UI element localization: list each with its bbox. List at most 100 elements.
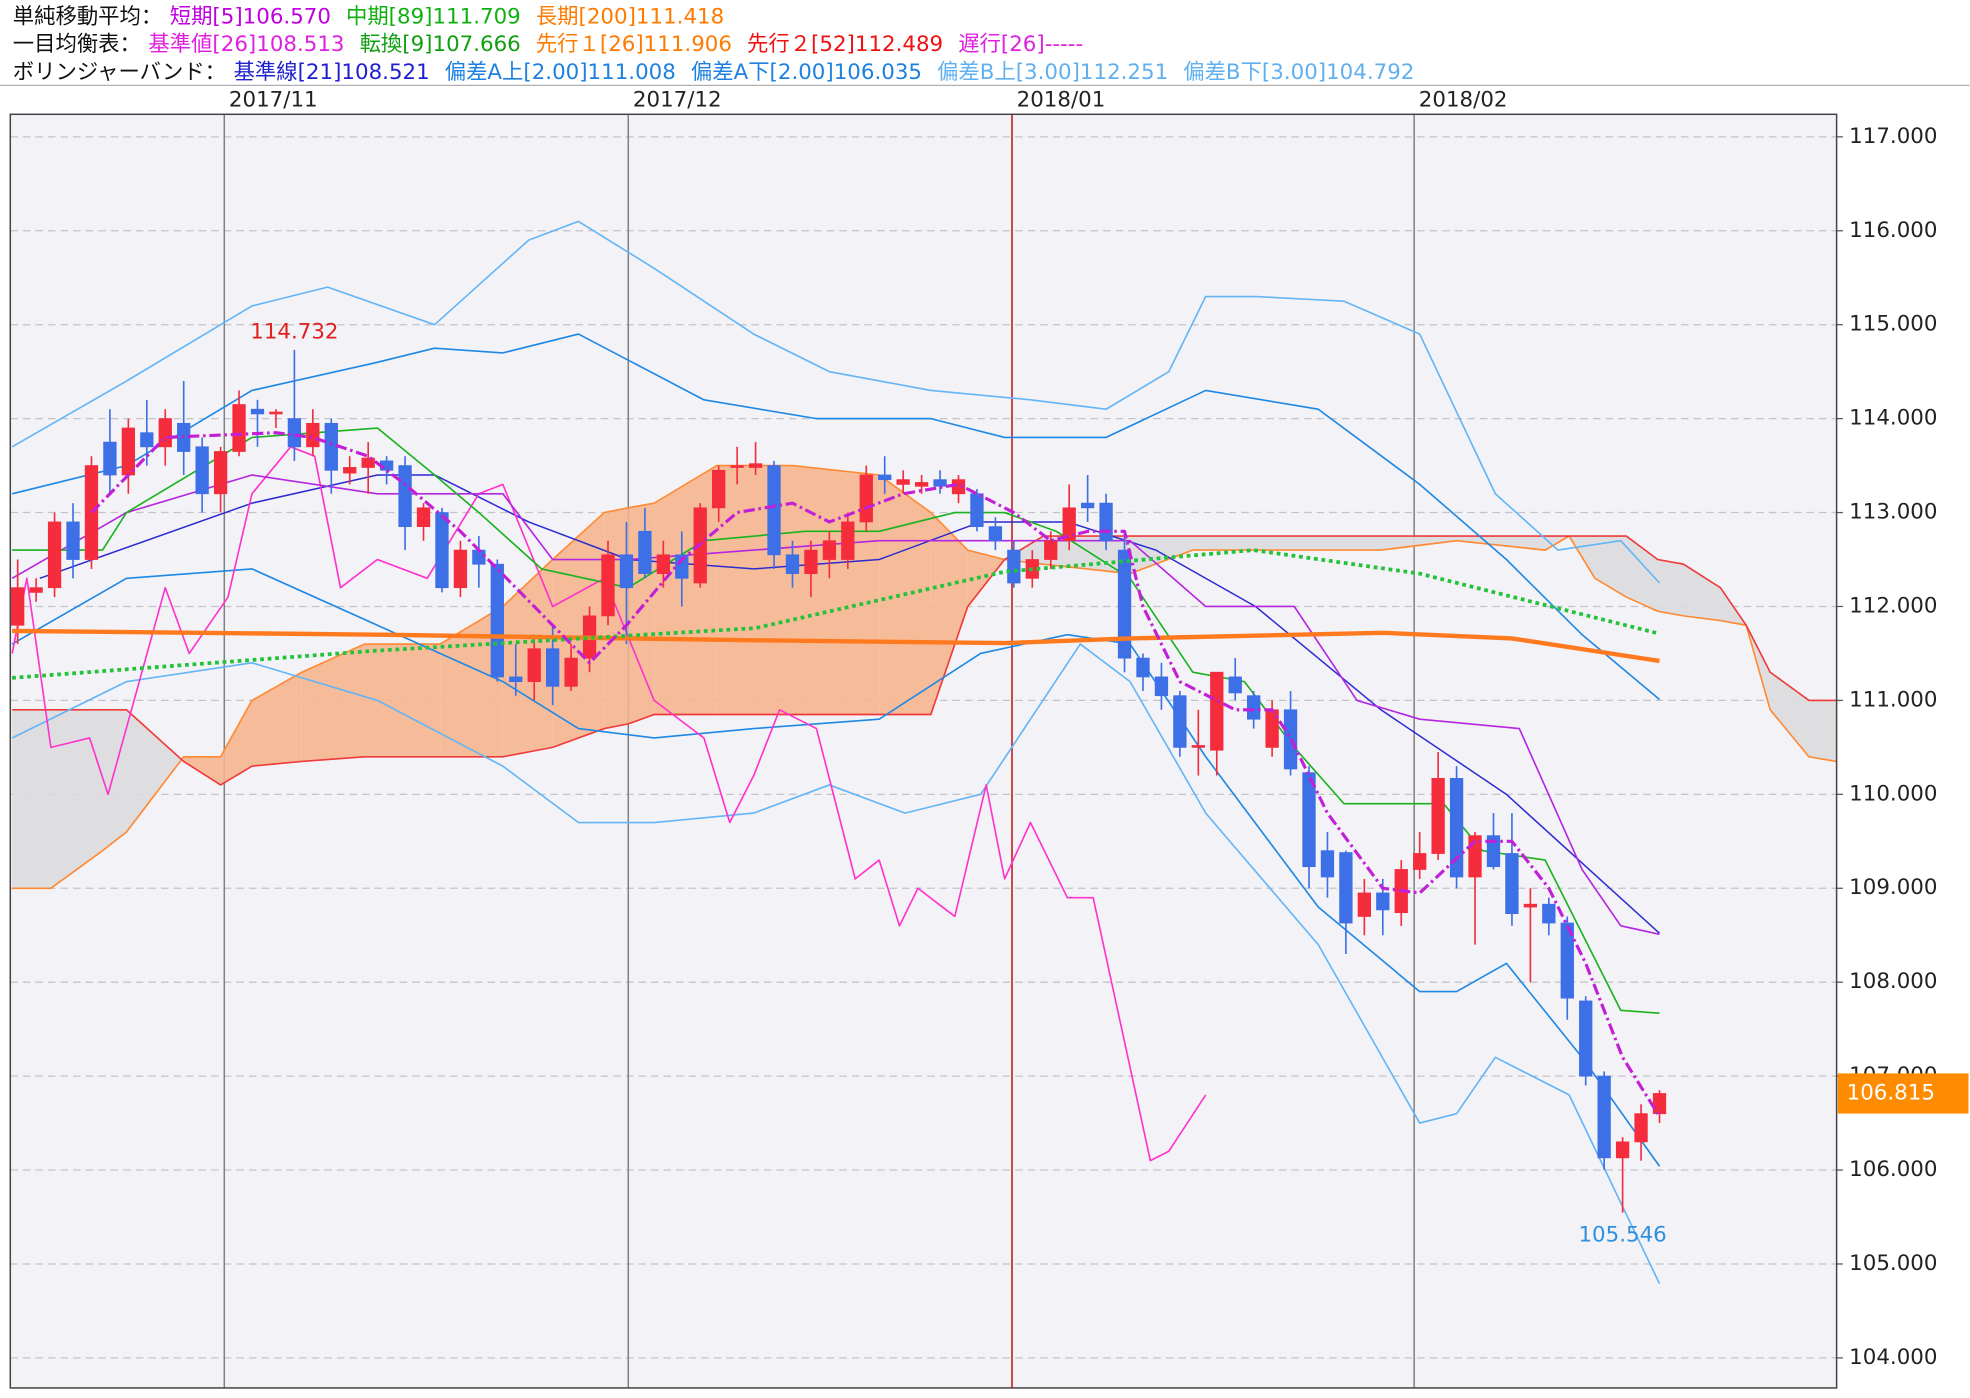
candle-body (1357, 892, 1372, 917)
candle-body (1099, 502, 1113, 542)
candle-body (343, 467, 357, 474)
cloud-fill (552, 512, 605, 748)
legend-item: 偏差B下[3.00]104.792 (1183, 60, 1414, 85)
cloud-fill (1683, 564, 1721, 621)
y-tick-label: 114.000 (1849, 406, 1937, 431)
cloud-fill (102, 709, 127, 851)
candle-body (1652, 1093, 1667, 1115)
indicator-line (90, 431, 1661, 1118)
candle-body (1044, 540, 1058, 560)
candle-body (1413, 853, 1427, 870)
candle-body (103, 441, 117, 476)
candle-body (675, 554, 689, 579)
candle-body (970, 493, 984, 528)
cloud-fill (50, 709, 103, 889)
y-tick-label: 116.000 (1849, 218, 1937, 243)
candle-body (933, 479, 947, 487)
candle-body (29, 587, 43, 593)
candle-body (1597, 1075, 1611, 1159)
cloud-fill (12, 709, 51, 889)
candle-body (767, 465, 781, 556)
candle-body (712, 469, 726, 509)
candle-body (546, 648, 560, 687)
legend-label: 単純移動平均： (13, 5, 162, 30)
candle-body (121, 427, 136, 476)
candle-body (748, 463, 763, 468)
x-tick-label: 2018/01 (1017, 87, 1106, 112)
candle-body (1320, 850, 1335, 878)
candle-body (527, 648, 541, 682)
y-tick-label: 113.000 (1849, 500, 1937, 525)
candle-body (988, 526, 1003, 542)
y-tick-label: 106.000 (1849, 1157, 1937, 1182)
cloud-fill (930, 512, 968, 715)
plot-frame (9, 113, 1838, 1389)
candle-body (1191, 745, 1205, 748)
cloud-fill (251, 672, 302, 767)
candle-body (416, 507, 431, 528)
y-tick-label: 104.000 (1849, 1345, 1937, 1370)
legend-item: 偏差B上[3.00]112.251 (937, 60, 1168, 85)
y-tick-label: 110.000 (1849, 781, 1937, 806)
candle-body (47, 521, 62, 589)
candle-body (1376, 892, 1390, 911)
cloud-fill (1456, 536, 1546, 551)
candle-body (1634, 1113, 1648, 1143)
cloud-fill (183, 756, 221, 785)
y-tick-label: 117.000 (1849, 124, 1937, 149)
candle-body (398, 465, 412, 528)
cloud-fill (716, 465, 793, 715)
last-price-box (1837, 1073, 1969, 1114)
cloud-fill (1130, 536, 1193, 574)
cloud-fill (220, 700, 252, 785)
annotation: 105.546 (1578, 1222, 1666, 1247)
candle-body (1265, 709, 1279, 748)
candle-body (1615, 1141, 1630, 1159)
indicator-line (11, 220, 1661, 584)
candle-body (1449, 777, 1464, 878)
candle-body (195, 446, 209, 495)
candle-body (1339, 852, 1353, 924)
candle-body (1154, 676, 1169, 697)
candle-body (601, 554, 615, 617)
legend-item: 先行２[52]112.489 (747, 32, 943, 57)
cloud-span-a (12, 464, 1837, 890)
legend-item: 先行１[26]111.906 (536, 32, 732, 57)
y-tick-label: 115.000 (1849, 312, 1937, 337)
candle-body (1007, 549, 1021, 584)
legend-item: 基準値[26]108.513 (148, 32, 344, 57)
cloud-fill (1380, 536, 1457, 551)
candle-body (841, 521, 855, 560)
candle-body (1247, 695, 1261, 720)
candle-body (1486, 835, 1501, 868)
x-tick-label: 2017/11 (229, 87, 318, 112)
candle-body (1117, 549, 1132, 659)
cloud-fill (1594, 536, 1627, 598)
candle-body (435, 512, 449, 589)
cloud-fill (1192, 536, 1256, 551)
last-price-label: 106.815 (1847, 1080, 1935, 1105)
cloud-fill (1808, 700, 1837, 762)
legend-item: 短期[5]106.570 (170, 5, 331, 30)
y-tick-label: 112.000 (1849, 593, 1937, 618)
candle-body (361, 457, 375, 468)
candle-body (1579, 1000, 1593, 1077)
candle-body (1431, 777, 1445, 854)
indicator-line (11, 568, 1661, 1167)
y-tick-label: 108.000 (1849, 969, 1937, 994)
cloud-fill (1255, 536, 1381, 551)
candle-body (490, 563, 504, 678)
indicator-line (39, 474, 1661, 934)
candle-body (287, 418, 302, 448)
candle-body (1173, 695, 1187, 748)
annotation: 114.732 (250, 319, 338, 344)
candle-body (878, 474, 892, 481)
indicator-line (11, 643, 1661, 1285)
candle-body (656, 554, 670, 574)
candle-body (509, 676, 523, 682)
candle-body (1080, 502, 1095, 509)
candle-body (785, 554, 800, 574)
candle-body (1136, 657, 1150, 678)
candle-body (859, 474, 873, 523)
